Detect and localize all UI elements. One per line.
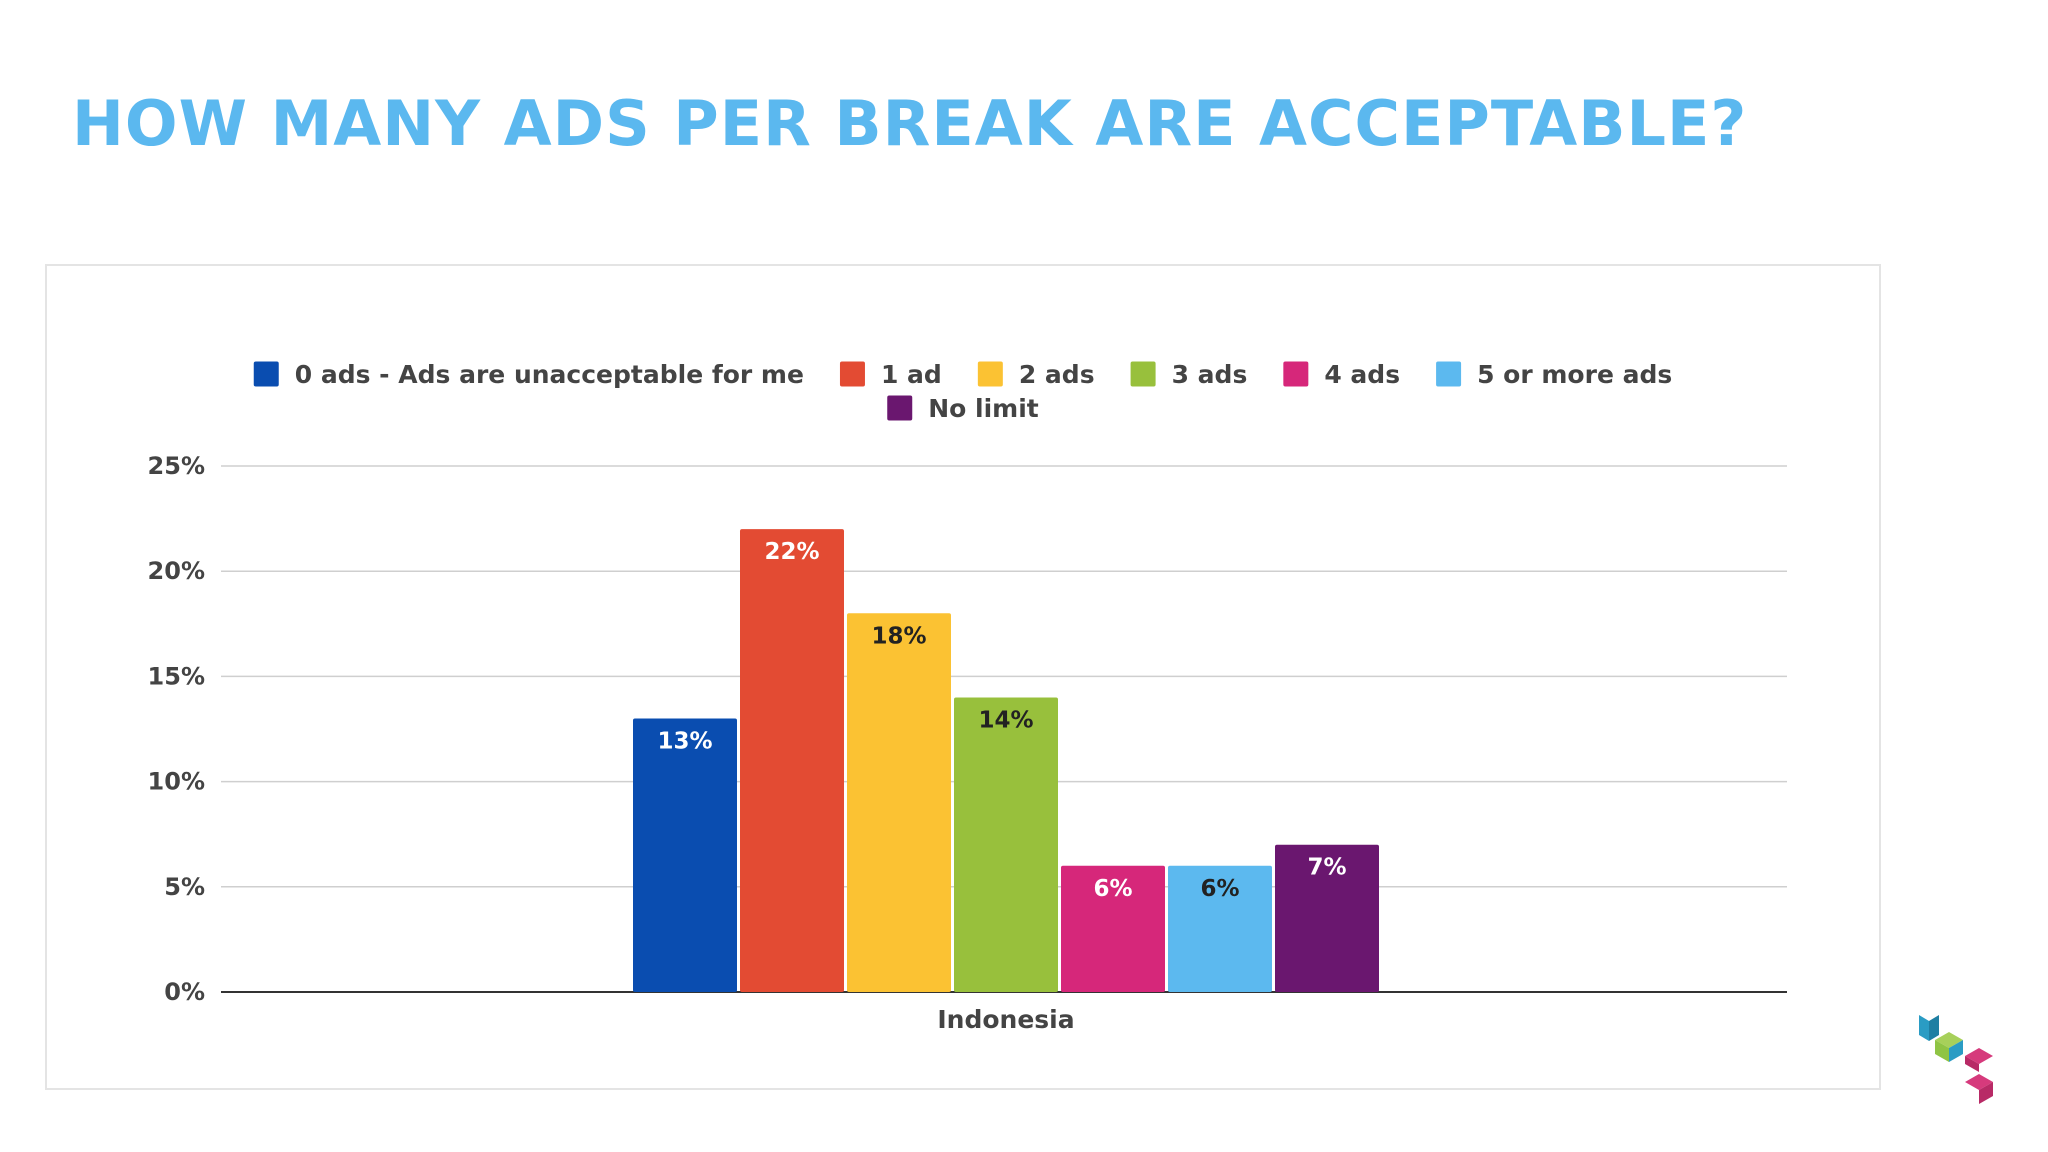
- y-tick-label: 25%: [148, 452, 205, 480]
- bar: [1168, 865, 1272, 992]
- slide-title: HOW MANY ADS PER BREAK ARE ACCEPTABLE?: [72, 87, 1748, 160]
- legend-label: 3 ads: [1172, 360, 1248, 389]
- bar: [1061, 865, 1165, 992]
- legend-label: 4 ads: [1324, 360, 1400, 389]
- bar-data-label: 18%: [871, 623, 926, 649]
- bar-chart: 0% 5% 10% 15% 20% 25% 13% 22% 18% 14% 6% 6% 7% Indone…: [148, 360, 1787, 1034]
- legend-swatch: [887, 395, 913, 421]
- x-category-label: Indonesia: [937, 1005, 1074, 1034]
- y-tick-label: 20%: [148, 557, 205, 585]
- bar-data-label: 7%: [1307, 855, 1346, 881]
- bar: [633, 718, 737, 992]
- legend-swatch: [253, 361, 279, 387]
- bar-data-label: 6%: [1093, 876, 1132, 902]
- bar-data-label: 14%: [978, 707, 1033, 733]
- y-tick-label: 5%: [164, 873, 205, 901]
- legend-swatch: [839, 361, 865, 387]
- bar: [954, 697, 1058, 992]
- legend-swatch: [1436, 361, 1462, 387]
- legend-swatch: [1283, 361, 1309, 387]
- y-tick-label: 10%: [148, 768, 205, 796]
- legend-label: No limit: [928, 394, 1039, 423]
- legend-label: 5 or more ads: [1477, 360, 1672, 389]
- y-tick-label: 0%: [164, 978, 205, 1006]
- legend-label: 0 ads - Ads are unacceptable for me: [295, 360, 804, 389]
- legend-swatch: [977, 361, 1003, 387]
- bar: [847, 613, 951, 992]
- legend-label: 2 ads: [1019, 360, 1095, 389]
- bar: [1275, 844, 1379, 992]
- bar-data-label: 13%: [657, 728, 712, 754]
- bar-data-label: 22%: [764, 539, 819, 565]
- y-tick-label: 15%: [148, 662, 205, 690]
- legend-swatch: [1130, 361, 1156, 387]
- cube-stack-logo-icon: [1919, 1015, 1993, 1104]
- bar-data-label: 6%: [1200, 876, 1239, 902]
- legend-label: 1 ad: [881, 360, 942, 389]
- bar: [740, 529, 844, 992]
- chart-frame: 0% 5% 10% 15% 20% 25% 13% 22% 18% 14% 6% 6% 7% Indone…: [45, 264, 1881, 1090]
